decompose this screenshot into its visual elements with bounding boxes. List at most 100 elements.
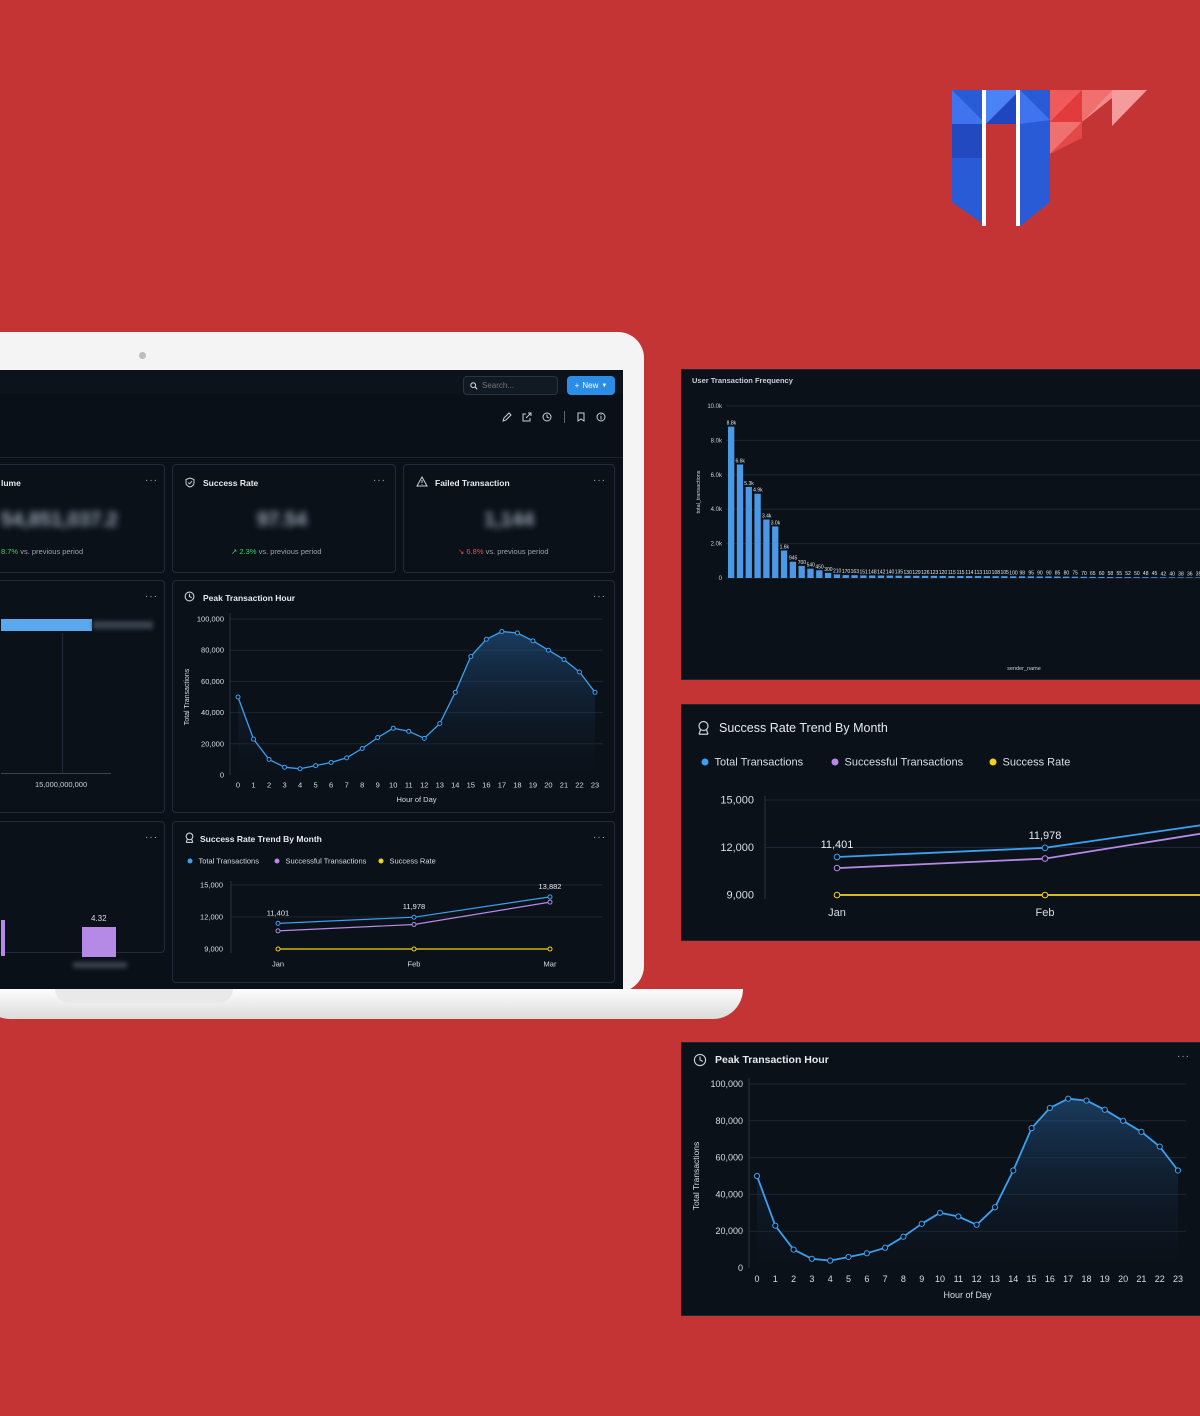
- kpi-delta-value: 2.3%: [239, 547, 257, 556]
- x-tick-label: 15: [1027, 1274, 1037, 1284]
- bar-value-label: 945: [789, 556, 798, 562]
- bar-value-label: 5.3k: [744, 481, 754, 487]
- bar-value-label: 210: [833, 568, 842, 574]
- bar-value-label: 450: [815, 564, 824, 570]
- x-tick-label: 12: [420, 781, 428, 790]
- x-tick-label: Feb: [408, 960, 421, 969]
- more-options-icon[interactable]: ···: [593, 591, 606, 602]
- dashboard-screen: + New ▼ lume ··· 54,851,037.2 8.7% vs. p…: [0, 370, 623, 989]
- x-tick-label: Feb: [1036, 907, 1055, 919]
- laptop-camera: [139, 352, 146, 359]
- series-line: [836, 832, 1200, 869]
- kpi-delta-value: 6.8%: [466, 547, 484, 556]
- search-input[interactable]: [482, 381, 552, 390]
- x-tick-label: 20: [1118, 1274, 1128, 1284]
- bar: [833, 574, 841, 578]
- kpi-value: 1,144: [484, 509, 535, 531]
- clock-icon: [693, 1053, 707, 1067]
- data-point: [790, 1246, 797, 1253]
- award-icon: [185, 832, 194, 843]
- bar-value-label: 151: [859, 569, 868, 575]
- bar-value-label: 90: [1037, 570, 1043, 576]
- more-options-icon[interactable]: ···: [1177, 1051, 1190, 1062]
- plus-icon: +: [574, 381, 580, 390]
- data-point: [406, 728, 412, 734]
- x-tick-label: 11: [954, 1274, 963, 1284]
- kpi-title: Success Rate: [203, 478, 259, 488]
- kpi-delta: 8.7% vs. previous period: [1, 547, 83, 556]
- x-tick-label: 15: [467, 781, 475, 790]
- bar: [82, 927, 116, 957]
- x-tick-label: Mar: [544, 960, 557, 969]
- data-point: [547, 894, 553, 900]
- bar: [789, 561, 797, 578]
- bar-value-label: 58: [1108, 571, 1114, 577]
- more-options-icon[interactable]: ···: [373, 475, 386, 486]
- y-tick-label: 6.0k: [711, 473, 723, 479]
- laptop-base-notch: [55, 989, 233, 1003]
- bookmark-icon[interactable]: [576, 412, 586, 422]
- bar-value-label: 700: [798, 560, 807, 566]
- new-button[interactable]: + New ▼: [567, 376, 615, 395]
- y-tick-label: 100,000: [197, 615, 224, 624]
- bar-value-label: 38: [1178, 571, 1184, 577]
- bar-value-label: 80: [1064, 571, 1070, 577]
- x-tick-label: 13: [990, 1274, 1000, 1284]
- bar: [966, 576, 973, 578]
- bar-value-label: 35: [1196, 571, 1200, 577]
- search-box[interactable]: [463, 376, 558, 395]
- bar: [1018, 576, 1026, 578]
- x-tick-label: 9: [376, 781, 380, 790]
- data-point: [882, 1244, 889, 1251]
- more-options-icon[interactable]: ···: [145, 832, 158, 843]
- bar: [1071, 576, 1079, 578]
- series-line: [836, 824, 1200, 858]
- kpi-delta-text: vs. previous period: [485, 547, 549, 556]
- data-point: [275, 920, 281, 926]
- x-tick-label: 19: [529, 781, 537, 790]
- data-point: [1174, 1167, 1182, 1174]
- legend-marker: [989, 758, 997, 766]
- x-axis: [1, 773, 111, 774]
- bar: [1177, 577, 1184, 578]
- edit-icon[interactable]: [502, 412, 512, 422]
- bar: [1124, 577, 1131, 578]
- data-point: [390, 725, 396, 731]
- y-tick-label: 8.0k: [711, 438, 723, 444]
- bar: [1010, 576, 1017, 578]
- info-icon[interactable]: [596, 412, 606, 422]
- more-options-icon[interactable]: ···: [593, 832, 606, 843]
- data-point: [827, 1257, 834, 1264]
- new-button-label: New: [582, 381, 599, 390]
- bar-value-label: 65: [1090, 571, 1096, 577]
- more-options-icon[interactable]: ···: [145, 591, 158, 602]
- data-point: [297, 766, 303, 772]
- bar-value-label: 142: [877, 570, 886, 576]
- bar-value-label: 42: [1161, 571, 1167, 577]
- y-tick-label: 15,000: [720, 795, 754, 807]
- legend-label: Success Rate: [390, 857, 436, 866]
- y-axis-label: Total Transactions: [184, 668, 191, 725]
- x-tick-label: 7: [883, 1274, 888, 1284]
- x-tick-label: 18: [513, 781, 521, 790]
- x-tick-label: 4: [298, 781, 302, 790]
- data-point: [499, 628, 505, 634]
- more-options-icon[interactable]: ···: [593, 475, 606, 486]
- share-icon[interactable]: [522, 412, 532, 422]
- data-point: [251, 736, 257, 742]
- data-point: [514, 630, 520, 636]
- bar: [1089, 576, 1096, 578]
- bar-value-label: 135: [895, 570, 904, 576]
- more-options-icon[interactable]: ···: [145, 475, 158, 486]
- peak-hour-card: Peak Transaction Hour ··· 0 20,000 40,000 6…: [172, 580, 615, 813]
- data-point: [1065, 1095, 1072, 1102]
- y-tick-label: 4.0k: [711, 507, 723, 513]
- x-tick-label: 22: [575, 781, 583, 790]
- bar: [807, 568, 814, 578]
- peak-hour-panel: Peak Transaction Hour ··· 0 20,000 40,000 6…: [681, 1042, 1200, 1316]
- data-point: [235, 694, 241, 700]
- data-point: [1010, 1167, 1017, 1174]
- kpi-delta-value: 8.7%: [1, 547, 19, 556]
- history-icon[interactable]: [542, 412, 552, 422]
